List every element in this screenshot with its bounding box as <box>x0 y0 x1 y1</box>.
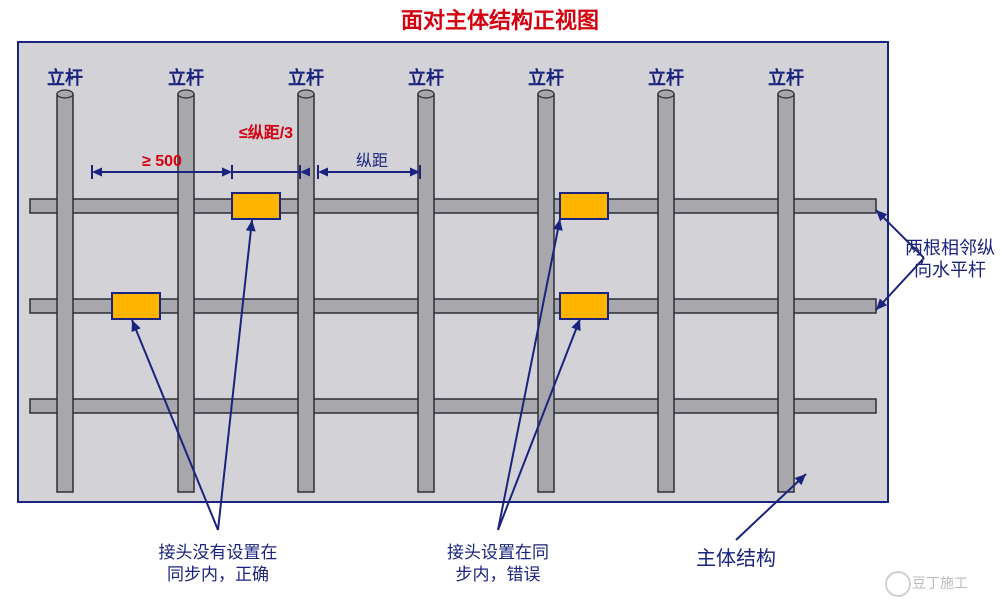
pole-cap-icon <box>538 90 554 98</box>
pole-cap-icon <box>418 90 434 98</box>
pole-cap-icon <box>778 90 794 98</box>
pole-label: 立杆 <box>168 67 204 88</box>
joint <box>112 293 160 319</box>
pole-label: 立杆 <box>408 67 444 88</box>
pole-label: 立杆 <box>648 67 684 88</box>
pole-label: 立杆 <box>528 67 564 88</box>
note-wrong-1: 接头设置在同 <box>447 543 549 562</box>
note-correct-1: 接头没有设置在 <box>159 543 278 562</box>
vertical-pole <box>57 94 73 492</box>
horizontal-bar <box>30 399 876 413</box>
main-panel <box>18 42 888 502</box>
vertical-pole <box>418 94 434 492</box>
dim-ge500: ≥ 500 <box>142 153 182 170</box>
pole-cap-icon <box>298 90 314 98</box>
note-twobars-1: 两根相邻纵 <box>905 238 995 258</box>
dim-zongju: 纵距 <box>356 152 388 170</box>
watermark-text: 豆丁施工 <box>912 575 968 591</box>
pole-cap-icon <box>658 90 674 98</box>
pole-label: 立杆 <box>47 67 83 88</box>
note-structure: 主体结构 <box>696 547 776 570</box>
diagram-svg: 面对主体结构正视图立杆 立杆 立杆 立杆 立杆 立杆 立杆 ≥ 500 ≤纵距/3 纵距接头没有设… <box>0 0 1001 611</box>
horizontal-bar <box>30 199 876 213</box>
pole-cap-icon <box>178 90 194 98</box>
joint <box>560 293 608 319</box>
diagram-root: 面对主体结构正视图立杆 立杆 立杆 立杆 立杆 立杆 立杆 ≥ 500 ≤纵距/3 纵距接头没有设… <box>0 0 1001 611</box>
vertical-pole <box>658 94 674 492</box>
joint <box>232 193 280 219</box>
note-wrong-2: 步内，错误 <box>456 565 541 584</box>
dim-le: ≤纵距/3 <box>239 123 293 142</box>
joint <box>560 193 608 219</box>
pole-label: 立杆 <box>768 67 804 88</box>
vertical-pole <box>778 94 794 492</box>
pole-cap-icon <box>57 90 73 98</box>
note-correct-2: 同步内，正确 <box>167 565 269 584</box>
pole-label: 立杆 <box>288 67 324 88</box>
vertical-pole <box>298 94 314 492</box>
diagram-title: 面对主体结构正视图 <box>401 8 599 33</box>
note-twobars-2: 向水平杆 <box>914 260 986 280</box>
